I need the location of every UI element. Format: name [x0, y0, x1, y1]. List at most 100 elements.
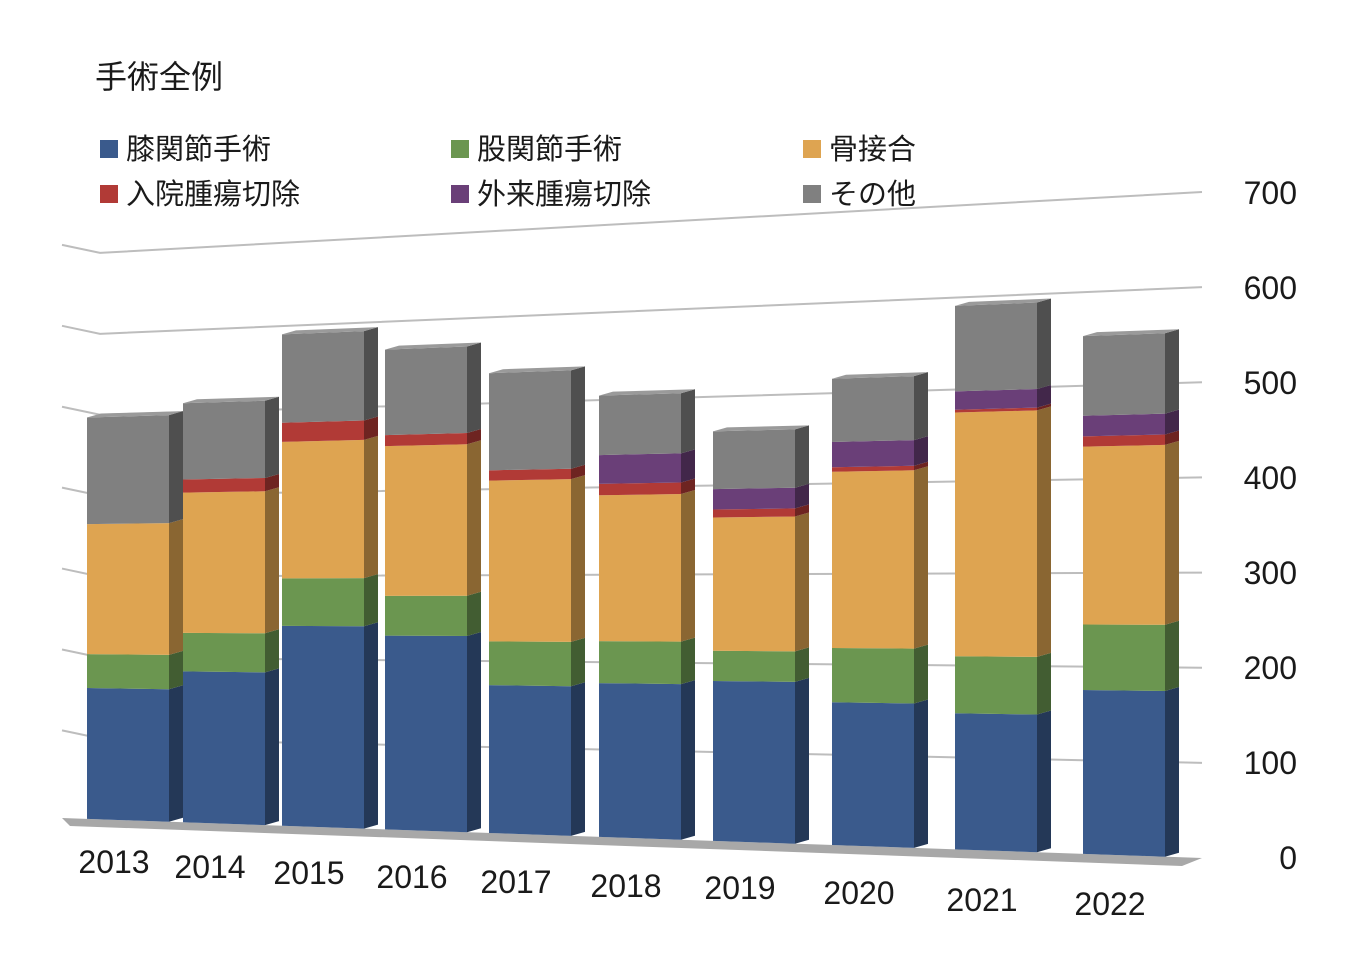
legend-swatch — [803, 140, 821, 158]
bar-top — [599, 389, 695, 396]
legend-swatch — [451, 185, 469, 203]
bar-segment — [955, 403, 1051, 413]
bar-group-2016 — [385, 342, 481, 833]
bar-group-2022 — [1083, 329, 1179, 857]
bar-segment — [282, 574, 378, 627]
bar-top — [955, 298, 1051, 306]
bar-segment — [385, 591, 481, 637]
bar-segment — [282, 416, 378, 442]
bar-segment — [599, 490, 695, 642]
legend-swatch — [803, 185, 821, 203]
bar-segment — [713, 425, 809, 490]
bar-segment — [832, 372, 928, 442]
bar-segment — [385, 440, 481, 596]
bar-segment — [713, 677, 809, 844]
bar-segment — [183, 473, 279, 493]
bar-segment — [489, 464, 585, 481]
gridline-700 — [61, 191, 1203, 254]
legend-swatch — [100, 185, 118, 203]
bar-segment — [832, 699, 928, 848]
legend-label: 外来腫瘍切除 — [477, 177, 651, 211]
legend-swatch — [451, 140, 469, 158]
bar-segment — [87, 650, 183, 690]
x-tick-label: 2018 — [590, 868, 661, 904]
bar-segment — [955, 710, 1051, 853]
legend-label: 膝関節手術 — [126, 132, 271, 166]
bar-segment — [955, 406, 1051, 657]
legend-label: 股関節手術 — [477, 132, 622, 166]
bar-top — [832, 372, 928, 379]
bar-segment — [183, 629, 279, 673]
x-tick-label: 2013 — [78, 844, 149, 880]
bar-segment — [282, 622, 378, 829]
bar-top — [713, 425, 809, 432]
bar-segment — [832, 461, 928, 472]
y-tick-label: 600 — [1244, 270, 1297, 306]
bar-top — [489, 366, 585, 374]
bar-segment — [599, 389, 695, 456]
bar-segment — [1083, 440, 1179, 625]
x-tick-label: 2022 — [1074, 886, 1145, 922]
bar-group-2015 — [282, 327, 378, 829]
bar-segment — [713, 483, 809, 510]
bar-top — [87, 411, 183, 418]
bar-group-2013 — [87, 411, 183, 822]
chart-title: 手術全例 — [95, 58, 223, 96]
bar-segment — [282, 435, 378, 579]
y-axis-ticks: 0 100 200 300 400 500 600 700 — [1244, 175, 1297, 876]
bar-segment — [955, 385, 1051, 410]
bar-segment — [832, 644, 928, 704]
x-tick-label: 2014 — [174, 849, 245, 885]
bar-group-2019 — [713, 425, 809, 844]
bar-segment — [955, 298, 1051, 392]
bar-segment — [599, 449, 695, 484]
bar-segment — [1083, 430, 1179, 447]
y-tick-label: 700 — [1244, 175, 1297, 211]
bar-segment — [955, 652, 1051, 715]
bar-segment — [183, 487, 279, 634]
y-tick-label: 200 — [1244, 650, 1297, 686]
bar-segment — [87, 411, 183, 525]
bar-segment — [599, 680, 695, 840]
bar-segment — [282, 327, 378, 423]
bar-segment — [599, 637, 695, 685]
bar-segment — [489, 637, 585, 687]
bar-segment — [183, 396, 279, 480]
bar-segment — [713, 647, 809, 682]
y-tick-label: 400 — [1244, 460, 1297, 496]
bar-segment — [832, 466, 928, 649]
bar-segment — [87, 519, 183, 655]
bar-segment — [87, 685, 183, 822]
bar-group-2020 — [832, 372, 928, 848]
bar-top — [1083, 329, 1179, 337]
bar-segment — [1083, 409, 1179, 437]
bar-segment — [489, 366, 585, 471]
x-tick-label: 2019 — [704, 870, 775, 906]
bar-segment — [385, 429, 481, 447]
legend-label: 入院腫瘍切除 — [126, 177, 300, 211]
bar-segment — [385, 342, 481, 436]
bar-segment — [1083, 620, 1179, 692]
bar-segment — [1083, 329, 1179, 416]
floor-plane — [62, 818, 1202, 866]
bar-group-2021 — [955, 298, 1051, 853]
x-tick-label: 2015 — [273, 855, 344, 891]
gridline-600 — [61, 286, 1203, 335]
y-tick-label: 100 — [1244, 745, 1297, 781]
bar-segment — [832, 436, 928, 468]
chart-floor — [62, 818, 1202, 866]
y-tick-label: 300 — [1244, 555, 1297, 591]
bar-segment — [713, 504, 809, 518]
x-axis-ticks: 2013 2014 2015 2016 2017 2018 2019 2020 2021 2022 — [78, 844, 1145, 922]
bar-segment — [599, 478, 695, 496]
bar-top — [282, 327, 378, 335]
bar-segment — [1083, 687, 1179, 857]
bar-top — [183, 396, 279, 404]
x-tick-label: 2020 — [823, 875, 894, 911]
legend-label: 骨接合 — [829, 132, 916, 166]
y-tick-label: 0 — [1279, 840, 1297, 876]
x-tick-label: 2016 — [376, 859, 447, 895]
bar-group-2014 — [183, 396, 279, 826]
